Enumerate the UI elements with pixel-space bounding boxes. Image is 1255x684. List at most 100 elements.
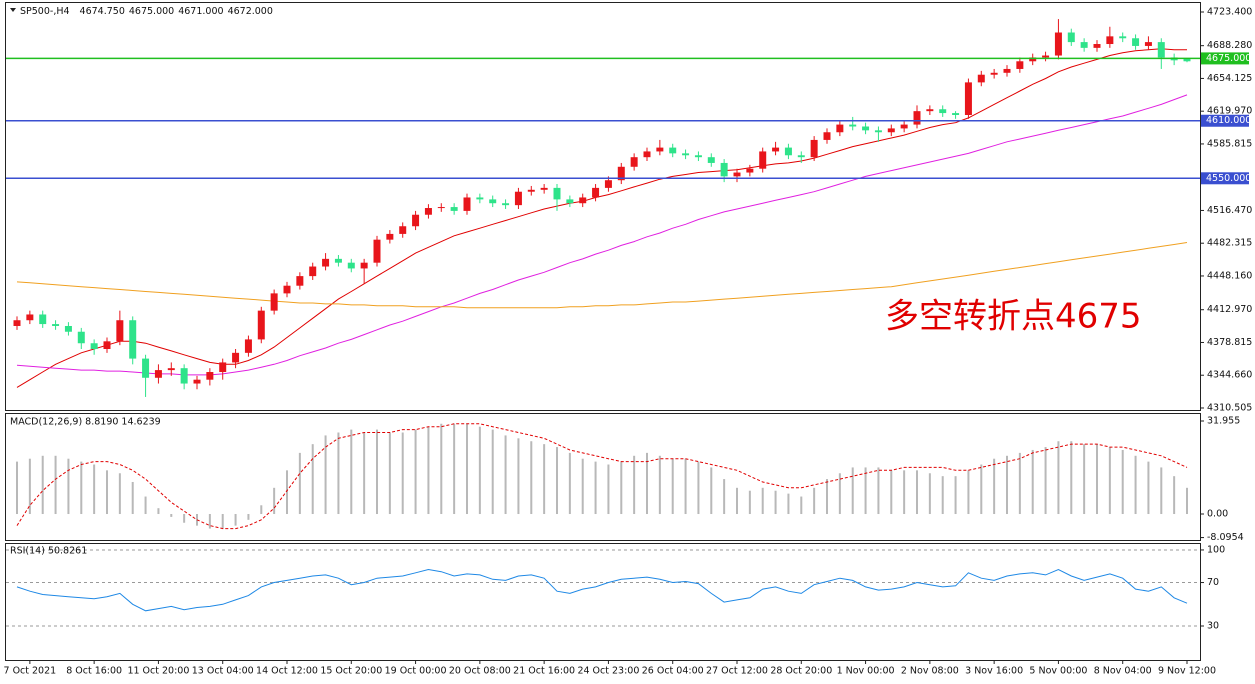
candle-body <box>643 151 651 158</box>
macd-bar <box>903 470 906 515</box>
macd-bar <box>697 461 700 515</box>
candle-body <box>592 187 600 198</box>
candle-body <box>566 199 574 204</box>
candle-body <box>977 74 985 83</box>
candle-body <box>283 285 291 294</box>
candle-body <box>463 197 471 211</box>
annotation: 多空转折点4675 <box>885 297 1142 337</box>
candle-body <box>617 166 625 181</box>
macd-bar <box>633 455 636 515</box>
macd-bar <box>658 455 661 515</box>
candle-body <box>759 151 767 169</box>
candle-body <box>257 310 265 340</box>
macd-bar <box>93 464 96 515</box>
x-tick-label: 5 Nov 00:00 <box>1029 666 1087 677</box>
candle-body <box>64 325 72 332</box>
macd-bar <box>183 514 186 523</box>
macd-bar <box>118 473 121 515</box>
menu-triangle[interactable] <box>10 8 16 12</box>
macd-bar <box>376 429 378 515</box>
indicator-line <box>16 242 1188 309</box>
x-tick-label: 14 Oct 12:00 <box>256 666 318 677</box>
price-level-tag <box>1201 52 1249 65</box>
macd-bar <box>208 514 211 529</box>
rsi-header: RSI(14) 50.8261 <box>10 546 87 557</box>
macd-bar <box>157 508 160 515</box>
macd-bar <box>607 464 610 515</box>
candle-body <box>630 157 638 167</box>
macd-bar <box>273 487 276 515</box>
candle-body <box>142 358 150 378</box>
candle-body <box>1003 68 1011 73</box>
candle-body <box>116 320 124 342</box>
candle-body <box>1119 36 1127 39</box>
price-level-label: 4550.000 <box>1206 173 1251 184</box>
candle-body <box>373 239 381 263</box>
candle-body <box>810 139 818 158</box>
y-tick-label: 4688.280 <box>1207 40 1252 51</box>
macd-bar <box>568 452 571 515</box>
candle-body <box>926 109 934 112</box>
candle-body <box>476 197 484 200</box>
y-tick-label: 4344.660 <box>1207 370 1252 381</box>
macd-bar <box>543 444 546 515</box>
indicator-line <box>16 423 1188 530</box>
macd-bar <box>787 493 790 515</box>
macd-bar <box>106 470 108 515</box>
candle-body <box>386 233 394 240</box>
candle-body <box>579 197 587 204</box>
macd-bar <box>350 429 353 515</box>
macd-bar <box>311 444 314 515</box>
macd-bar <box>440 423 443 515</box>
candle-body <box>489 199 497 204</box>
candle-body <box>39 314 47 325</box>
candle-body <box>13 320 21 326</box>
x-tick-label: 13 Oct 04:00 <box>192 666 254 677</box>
candle-body <box>309 266 317 277</box>
macd-bar <box>478 426 481 515</box>
macd-bar <box>954 476 957 515</box>
y-tick-label: 4310.505 <box>1207 402 1252 413</box>
x-tick-label: 27 Oct 12:00 <box>706 666 768 677</box>
y-tick-label: 4482.315 <box>1207 238 1252 249</box>
macd-bar <box>401 432 404 515</box>
macd-bar <box>530 441 533 515</box>
macd-bar <box>646 452 648 515</box>
x-tick-label: 3 Nov 16:00 <box>965 666 1023 677</box>
macd-bar <box>41 455 44 515</box>
candle-body <box>77 331 85 344</box>
candle-body <box>399 226 407 234</box>
x-tick-label: 24 Oct 23:00 <box>577 666 639 677</box>
x-tick-label: 28 Oct 20:00 <box>770 666 832 677</box>
candle-body <box>707 157 715 163</box>
x-tick-label: 11 Oct 20:00 <box>127 666 189 677</box>
open-text: 4674.750 <box>80 6 125 17</box>
candle-body <box>1144 42 1152 46</box>
macd-bar <box>80 461 83 515</box>
close-text: 4672.000 <box>228 6 273 17</box>
y-tick-label: 100 <box>1207 544 1225 555</box>
macd-bar <box>761 487 764 515</box>
y-tick-label: 31.955 <box>1207 415 1240 426</box>
candle-body <box>154 370 162 378</box>
macd-bar <box>221 514 224 529</box>
x-tick-label: 7 Oct 2021 <box>4 666 57 677</box>
macd-bar <box>800 496 803 515</box>
macd-bar <box>890 470 893 515</box>
main-panel <box>5 2 1201 411</box>
y-tick-label: 4619.970 <box>1207 106 1252 117</box>
candle-body <box>733 172 741 177</box>
candle-body <box>797 155 805 158</box>
candle-body <box>939 109 947 114</box>
candle-body <box>913 111 921 125</box>
x-tick-label: 20 Oct 08:00 <box>449 666 511 677</box>
indicator-line <box>16 48 1187 388</box>
macd-bar <box>491 429 494 515</box>
macd-bar <box>466 423 468 515</box>
macd-bar <box>851 467 854 515</box>
candle-body <box>90 343 98 350</box>
candle-body <box>1054 32 1062 56</box>
x-tick-label: 2 Nov 08:00 <box>901 666 959 677</box>
candle-body <box>887 128 895 133</box>
candle-body <box>900 124 908 129</box>
